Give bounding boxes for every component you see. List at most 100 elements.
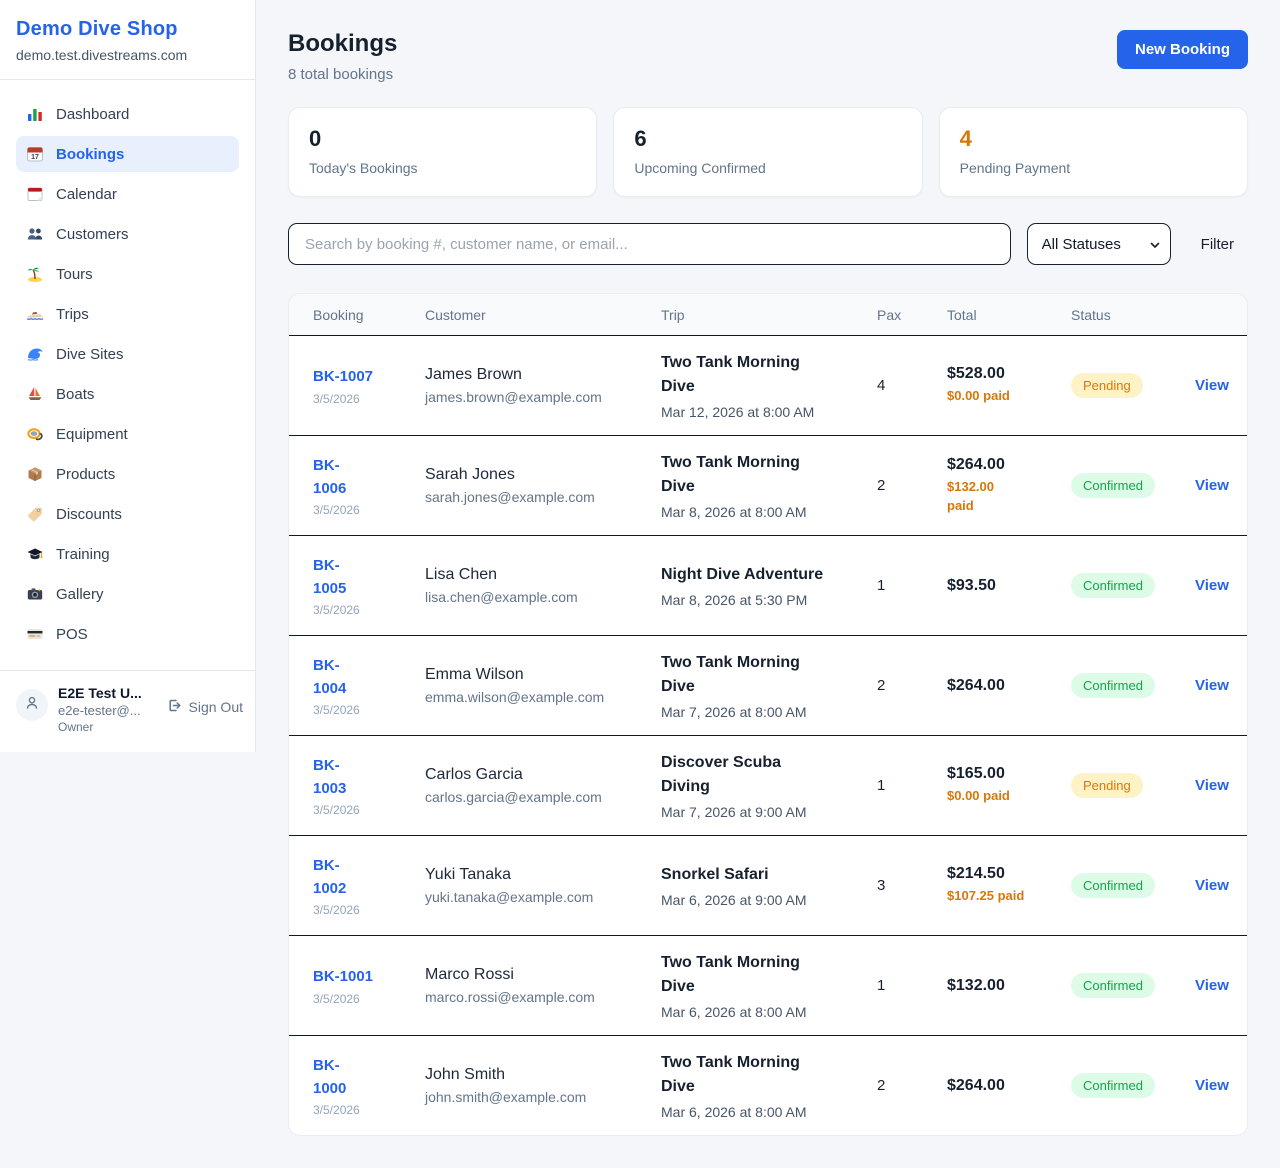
- new-booking-button[interactable]: New Booking: [1116, 30, 1248, 69]
- sidebar-item-label: Equipment: [56, 425, 128, 443]
- pax-count: 3: [877, 877, 886, 894]
- view-link[interactable]: View: [1195, 576, 1229, 594]
- booking-id-link[interactable]: BK- 1004: [313, 656, 347, 697]
- trip-name: Discover Scuba Diving: [661, 754, 782, 795]
- booking-date: 3/5/2026: [313, 803, 360, 818]
- sidebar-item-discounts[interactable]: Discounts: [16, 496, 239, 532]
- sidebar-item-bookings[interactable]: 17 Bookings: [16, 136, 239, 172]
- customer-name: Emma Wilson: [425, 666, 524, 683]
- paid-amount: $132.00 paid: [947, 478, 994, 513]
- status-badge: Confirmed: [1071, 1073, 1155, 1098]
- avatar: [16, 689, 48, 721]
- booking-id-link[interactable]: BK-1001: [313, 968, 374, 986]
- pax-count: 1: [877, 777, 886, 794]
- stat-card: 0 Today's Bookings: [288, 107, 598, 197]
- booking-id-link[interactable]: BK- 1005: [313, 556, 347, 597]
- filter-button[interactable]: Filter: [1187, 228, 1248, 261]
- total-amount: $528.00: [947, 365, 1005, 383]
- table-row: BK- 1006 3/5/2026 Sarah Jones sarah.jones…: [289, 435, 1247, 535]
- svg-text:17: 17: [31, 154, 39, 161]
- customer-name: Yuki Tanaka: [425, 866, 511, 883]
- trip-datetime: Mar 8, 2026 at 5:30 PM: [661, 592, 808, 608]
- sidebar-item-customers[interactable]: Customers: [16, 216, 239, 252]
- total-amount: $264.00: [947, 455, 1005, 473]
- sidebar-item-training[interactable]: Training: [16, 536, 239, 572]
- status-select[interactable]: All Statuses: [1026, 223, 1171, 265]
- customer-email: sarah.jones@example.com: [425, 489, 595, 505]
- status-badge: Confirmed: [1071, 973, 1155, 998]
- total-amount: $93.50: [947, 576, 996, 594]
- filter-row: All Statuses Filter: [288, 223, 1248, 265]
- sidebar-item-gallery[interactable]: Gallery: [16, 576, 239, 612]
- sidebar-item-calendar[interactable]: Calendar: [16, 176, 239, 212]
- booking-id-link[interactable]: BK- 1006: [313, 456, 347, 497]
- sidebar-item-tours[interactable]: Tours: [16, 256, 239, 292]
- speedboat-icon: [26, 305, 44, 323]
- view-link[interactable]: View: [1195, 676, 1229, 694]
- sidebar-item-label: Dive Sites: [56, 345, 124, 363]
- sidebar-item-boats[interactable]: Boats: [16, 376, 239, 412]
- pax-count: 4: [877, 377, 886, 394]
- sidebar-item-dive-sites[interactable]: Dive Sites: [16, 336, 239, 372]
- shop-domain: demo.test.divestreams.com: [16, 47, 188, 63]
- view-link[interactable]: View: [1195, 776, 1229, 794]
- booking-id-link[interactable]: BK- 1002: [313, 856, 347, 897]
- sidebar-divider: [0, 670, 255, 671]
- sidebar-item-label: Discounts: [56, 505, 122, 523]
- customer-name: Marco Rossi: [425, 966, 514, 983]
- trip-name: Two Tank Morning Dive: [661, 454, 800, 495]
- table-row: BK- 1000 3/5/2026 John Smith john.smith@e…: [289, 1035, 1247, 1135]
- sidebar-item-equipment[interactable]: Equipment: [16, 416, 239, 452]
- grad-cap-icon: [26, 545, 44, 563]
- sidebar-item-label: Boats: [56, 385, 95, 403]
- pax-count: 2: [877, 1077, 886, 1094]
- sidebar-item-products[interactable]: Products: [16, 456, 239, 492]
- status-badge: Pending: [1071, 773, 1143, 798]
- customer-email: emma.wilson@example.com: [425, 689, 605, 705]
- total-amount: $165.00: [947, 765, 1005, 783]
- customer-name: Lisa Chen: [425, 566, 498, 583]
- shop-name: Demo Dive Shop: [16, 18, 178, 40]
- user-name: E2E Test U...: [58, 685, 142, 701]
- view-link[interactable]: View: [1195, 476, 1229, 494]
- stat-value: 6: [634, 126, 647, 151]
- booking-id-link[interactable]: BK- 1003: [313, 756, 347, 797]
- main-content: Bookings 8 total bookings New Booking 0 …: [256, 0, 1280, 1168]
- column-header-customer: Customer: [425, 306, 486, 323]
- customer-email: yuki.tanaka@example.com: [425, 889, 594, 905]
- booking-date: 3/5/2026: [313, 1103, 360, 1118]
- customer-name: Sarah Jones: [425, 466, 515, 483]
- sidebar-item-dashboard[interactable]: Dashboard: [16, 96, 239, 132]
- total-amount: $132.00: [947, 976, 1005, 994]
- sidebar-item-label: Trips: [56, 305, 89, 323]
- view-link[interactable]: View: [1195, 876, 1229, 894]
- sidebar-item-trips[interactable]: Trips: [16, 296, 239, 332]
- page-subtitle: 8 total bookings: [288, 66, 394, 83]
- table-row: BK- 1005 3/5/2026 Lisa Chen lisa.chen@exa…: [289, 535, 1247, 635]
- stat-label: Upcoming Confirmed: [634, 160, 766, 176]
- customer-email: james.brown@example.com: [425, 389, 602, 405]
- sidebar-item-pos[interactable]: POS: [16, 616, 239, 652]
- table-header: Booking Customer Trip Pax Total Status: [289, 294, 1247, 335]
- booking-id-link[interactable]: BK-1007: [313, 368, 374, 386]
- view-link[interactable]: View: [1195, 376, 1229, 394]
- table-row: BK-1001 3/5/2026 Marco Rossi marco.rossi…: [289, 935, 1247, 1035]
- status-badge: Confirmed: [1071, 673, 1155, 698]
- view-link[interactable]: View: [1195, 976, 1229, 994]
- sailboat-icon: [26, 385, 44, 403]
- booking-id-link[interactable]: BK- 1000: [313, 1056, 347, 1097]
- view-link[interactable]: View: [1195, 1076, 1229, 1094]
- search-input[interactable]: [288, 223, 1011, 265]
- bookings-table: Booking Customer Trip Pax Total Status B…: [288, 293, 1248, 1136]
- user-info: E2E Test U... e2e-tester@... Owner: [58, 685, 156, 734]
- column-header-pax: Pax: [877, 306, 902, 323]
- tag-icon: [26, 505, 44, 523]
- dive-mask-icon: [26, 425, 44, 443]
- customer-name: James Brown: [425, 366, 522, 383]
- sign-out-button[interactable]: Sign Out: [166, 697, 243, 717]
- stat-card: 4 Pending Payment: [938, 107, 1248, 197]
- booking-date: 3/5/2026: [313, 703, 360, 718]
- trip-datetime: Mar 6, 2026 at 9:00 AM: [661, 892, 807, 908]
- people-icon: [26, 225, 44, 243]
- sign-out-icon: [166, 697, 183, 717]
